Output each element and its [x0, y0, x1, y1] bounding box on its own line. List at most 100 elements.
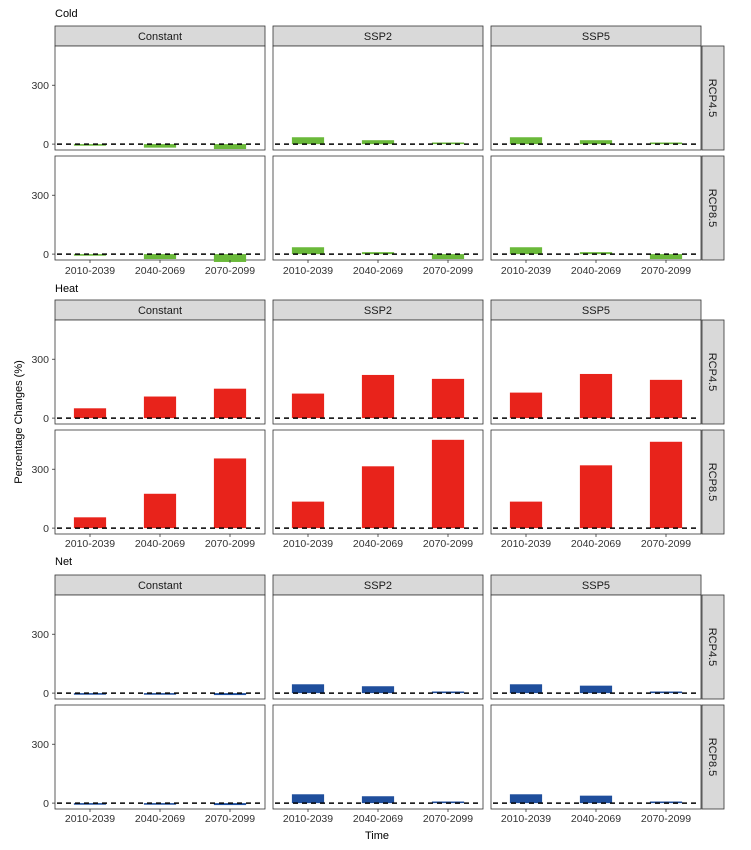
row-strip-label: RCP8.5 — [706, 463, 718, 502]
bar — [579, 252, 613, 255]
section-title: Cold — [55, 8, 78, 20]
y-tick-label: 0 — [43, 413, 49, 425]
x-tick-label: 2070-2099 — [641, 813, 691, 825]
x-tick-label: 2010-2039 — [501, 813, 551, 825]
y-tick-label: 300 — [31, 739, 49, 751]
column-strip-label: SSP5 — [582, 31, 610, 43]
row-strip-label: RCP4.5 — [706, 353, 718, 392]
x-axis-title: Time — [365, 830, 389, 842]
x-tick-label: 2010-2039 — [283, 813, 333, 825]
bar — [579, 685, 613, 694]
x-tick-label: 2040-2069 — [571, 538, 621, 550]
x-tick-label: 2010-2039 — [65, 265, 115, 277]
column-strip-label: SSP2 — [364, 31, 392, 43]
bar — [73, 517, 107, 529]
y-tick-label: 300 — [31, 629, 49, 641]
row-strip — [701, 704, 725, 810]
bar — [579, 465, 613, 529]
row-strip — [701, 429, 725, 535]
row-strip — [701, 155, 725, 261]
bar — [291, 247, 325, 255]
x-tick-label: 2070-2099 — [205, 265, 255, 277]
bar — [143, 254, 177, 260]
panel-frame — [490, 594, 702, 700]
bar — [649, 691, 683, 694]
row-strip — [701, 594, 725, 700]
column-strip-label: SSP5 — [582, 580, 610, 592]
bar — [213, 693, 247, 696]
y-axis-title: Percentage Changes (%) — [13, 360, 25, 484]
bar — [579, 373, 613, 419]
y-tick-label: 300 — [31, 190, 49, 202]
x-tick-label: 2040-2069 — [135, 538, 185, 550]
x-tick-label: 2040-2069 — [353, 813, 403, 825]
x-tick-label: 2070-2099 — [641, 265, 691, 277]
bar — [291, 684, 325, 694]
bar — [431, 254, 465, 260]
column-strip-label: SSP2 — [364, 305, 392, 317]
bar — [649, 379, 683, 419]
y-tick-label: 0 — [43, 139, 49, 151]
bar — [213, 803, 247, 806]
section-title: Net — [55, 556, 72, 568]
panel-frame — [272, 594, 484, 700]
bar — [291, 501, 325, 529]
bar — [73, 803, 107, 805]
bar — [361, 140, 395, 145]
x-tick-label: 2010-2039 — [283, 265, 333, 277]
bar — [509, 392, 543, 419]
row-strip-label: RCP8.5 — [706, 189, 718, 228]
bar — [649, 441, 683, 529]
bar — [73, 144, 107, 146]
x-tick-label: 2040-2069 — [135, 813, 185, 825]
bar — [649, 801, 683, 804]
y-tick-label: 300 — [31, 80, 49, 92]
column-strip-label: Constant — [138, 580, 182, 592]
row-strip — [701, 45, 725, 151]
section-title: Heat — [55, 283, 78, 295]
panel-frame — [272, 704, 484, 810]
bar — [291, 393, 325, 419]
bar — [73, 408, 107, 419]
x-tick-label: 2070-2099 — [423, 538, 473, 550]
y-tick-label: 0 — [43, 798, 49, 810]
x-tick-label: 2070-2099 — [205, 538, 255, 550]
bar — [509, 794, 543, 804]
bar — [509, 684, 543, 694]
bar — [213, 144, 247, 150]
bar — [213, 254, 247, 262]
x-tick-label: 2040-2069 — [353, 538, 403, 550]
panel-frame — [54, 45, 266, 151]
bar — [213, 458, 247, 529]
column-strip-label: Constant — [138, 31, 182, 43]
panel-frame — [54, 594, 266, 700]
row-strip-label: RCP4.5 — [706, 79, 718, 118]
bar — [291, 137, 325, 145]
x-tick-label: 2010-2039 — [65, 538, 115, 550]
x-tick-label: 2070-2099 — [205, 813, 255, 825]
x-tick-label: 2010-2039 — [65, 813, 115, 825]
x-tick-label: 2040-2069 — [571, 813, 621, 825]
bar — [649, 254, 683, 260]
column-strip-label: SSP5 — [582, 305, 610, 317]
bar — [73, 254, 107, 256]
bar — [143, 396, 177, 419]
bar — [579, 795, 613, 804]
panel-frame — [272, 155, 484, 261]
column-strip-label: SSP2 — [364, 580, 392, 592]
bar — [431, 691, 465, 694]
panel-frame — [490, 45, 702, 151]
bar — [509, 247, 543, 255]
y-tick-label: 300 — [31, 464, 49, 476]
bar — [213, 388, 247, 419]
bar — [361, 374, 395, 419]
bar — [431, 801, 465, 804]
panel-frame — [490, 704, 702, 810]
bar — [431, 378, 465, 419]
row-strip-label: RCP8.5 — [706, 738, 718, 777]
x-tick-label: 2070-2099 — [641, 538, 691, 550]
bar — [431, 439, 465, 529]
x-tick-label: 2070-2099 — [423, 813, 473, 825]
